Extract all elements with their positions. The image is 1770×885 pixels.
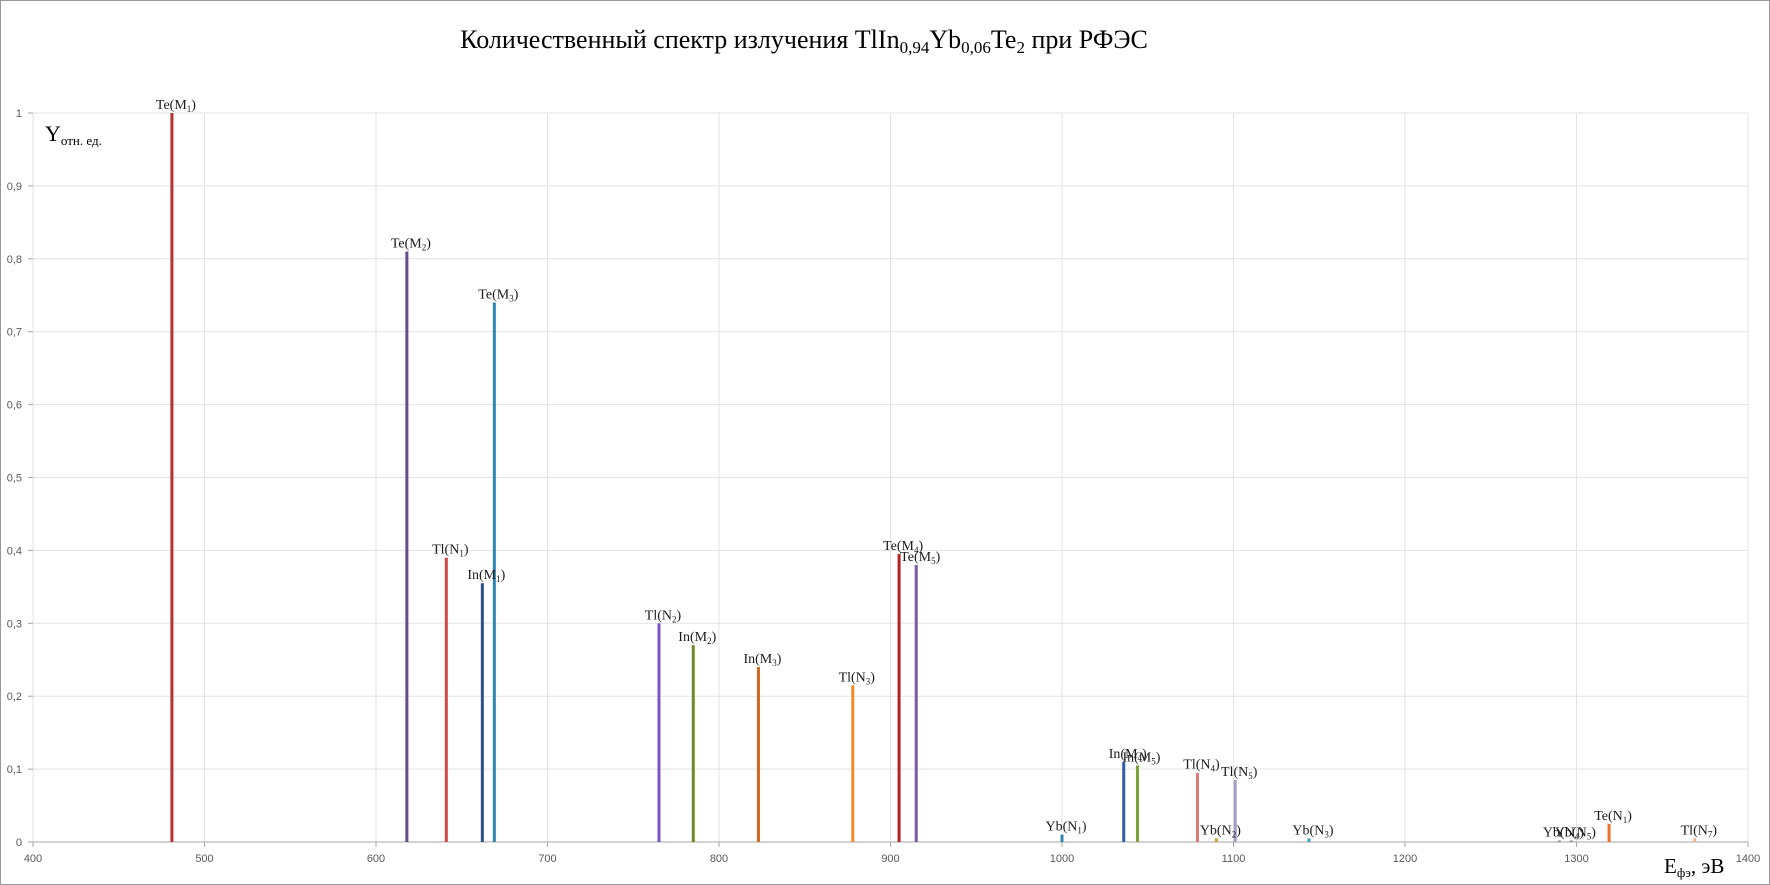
peak-bar [492, 302, 496, 842]
x-tick-label: 1000 [1050, 853, 1074, 865]
peak-bar [914, 564, 918, 842]
peak-label: In(M3) [743, 652, 781, 668]
title-sub-2: 0,06 [961, 38, 991, 57]
title-sub-1: 0,94 [900, 38, 930, 57]
peak-label: Te(M4) [883, 539, 923, 555]
peak-label: Tl(N5) [1221, 765, 1258, 781]
peak-bar [1607, 823, 1611, 842]
peak-bar [1569, 840, 1573, 842]
y-tick-label: 0,2 [7, 691, 22, 703]
x-tick-label: 1200 [1393, 853, 1417, 865]
peak-bar [444, 557, 448, 842]
title-prefix: Количественный спектр излучения TlIn [460, 25, 899, 54]
peak-label: Tl(N3) [839, 670, 876, 686]
x-tick-label: 600 [367, 853, 385, 865]
peak-label: Te(M2) [391, 237, 431, 253]
peak-bar [691, 645, 695, 842]
peak-label: In(M4) [1109, 747, 1147, 763]
title-mid-2: Te [991, 25, 1017, 54]
peak-label: Yb(N1) [1045, 820, 1086, 836]
x-tick-label: 800 [710, 853, 728, 865]
peak-bar [1233, 780, 1237, 842]
y-axis-title-sub: отн. ед. [61, 133, 102, 148]
axis-layer: 400 500 600 700 800 900 1000 1100 1200 1300 1400 0 0… [7, 108, 1761, 865]
peak-bar [1122, 761, 1126, 842]
peak-bar [1060, 834, 1064, 842]
peak-label: Te(N1) [1594, 809, 1632, 825]
x-tick-label: 1400 [1736, 853, 1760, 865]
y-tick-label: 1 [16, 108, 22, 120]
peak-label: Yb(N3) [1292, 823, 1333, 839]
peak-bar [170, 113, 174, 842]
y-tick-label: 0,3 [7, 618, 22, 630]
peak-label: Te(M5) [900, 550, 940, 566]
title-mid-1: Yb [929, 25, 961, 54]
peak-label: Te(M1) [156, 98, 196, 114]
y-tick-label: 0,6 [7, 400, 22, 412]
peak-bar [1693, 838, 1697, 842]
x-tick-label: 900 [881, 853, 899, 865]
x-tick-label: 1100 [1222, 853, 1246, 865]
chart-title: Количественный спектр излучения TlIn0,94… [460, 25, 1148, 57]
peak-bar [1214, 838, 1218, 842]
peak-label: Te(M3) [478, 288, 518, 304]
peak-label: Yb(N4) [1543, 826, 1584, 842]
peak-bar [1557, 840, 1561, 842]
peak-bar [851, 685, 855, 842]
y-tick-label: 0,4 [7, 545, 22, 557]
x-axis-title-main: E [1664, 854, 1677, 878]
y-tick-label: 0 [16, 837, 22, 849]
peak-layer [170, 113, 1697, 842]
title-sub-3: 2 [1016, 38, 1025, 57]
peak-label: Tl(N7) [1681, 823, 1718, 839]
title-suffix: при РФЭС [1025, 25, 1148, 54]
peak-label: Yb(N5) [1555, 826, 1596, 842]
y-tick-label: 0,8 [7, 254, 22, 266]
y-axis-title-main: Y [45, 121, 61, 146]
x-tick-label: 700 [538, 853, 556, 865]
peak-bar [756, 667, 760, 842]
x-tick-label: 1300 [1564, 853, 1588, 865]
y-tick-label: 0,9 [7, 181, 22, 193]
peak-label: In(M2) [678, 630, 716, 646]
peak-bar [405, 251, 409, 842]
peak-label: In(M5) [1122, 750, 1160, 766]
peak-bar [657, 623, 661, 842]
peak-label-layer: Te(M1) Te(M2) Tl(N1) In(M1) Te(M3) Tl(N2) In(M… [156, 98, 1717, 842]
y-tick-label: 0,7 [7, 327, 22, 339]
peak-bar [1195, 772, 1199, 842]
peak-bar [1135, 765, 1139, 842]
peak-label: Tl(N4) [1183, 758, 1220, 774]
peak-label: Tl(N2) [645, 608, 682, 624]
peak-label: In(M1) [467, 568, 505, 584]
x-axis-title-suffix: , эВ [1691, 854, 1725, 878]
x-axis-title: Eфэ, эВ [1664, 854, 1724, 880]
y-axis-title: Yотн. ед. [45, 121, 102, 148]
y-tick-label: 0,5 [7, 473, 22, 485]
x-tick-label: 400 [24, 853, 42, 865]
peak-bar [897, 554, 901, 842]
peak-bar [1307, 838, 1311, 842]
peak-bar [480, 583, 484, 842]
peak-label: Yb(N2) [1200, 823, 1241, 839]
x-axis-title-sub: фэ [1677, 865, 1691, 880]
grid-layer [32, 112, 1749, 843]
y-tick-label: 0,1 [7, 764, 22, 776]
x-tick-label: 500 [195, 853, 213, 865]
peak-label: Tl(N1) [432, 543, 469, 559]
